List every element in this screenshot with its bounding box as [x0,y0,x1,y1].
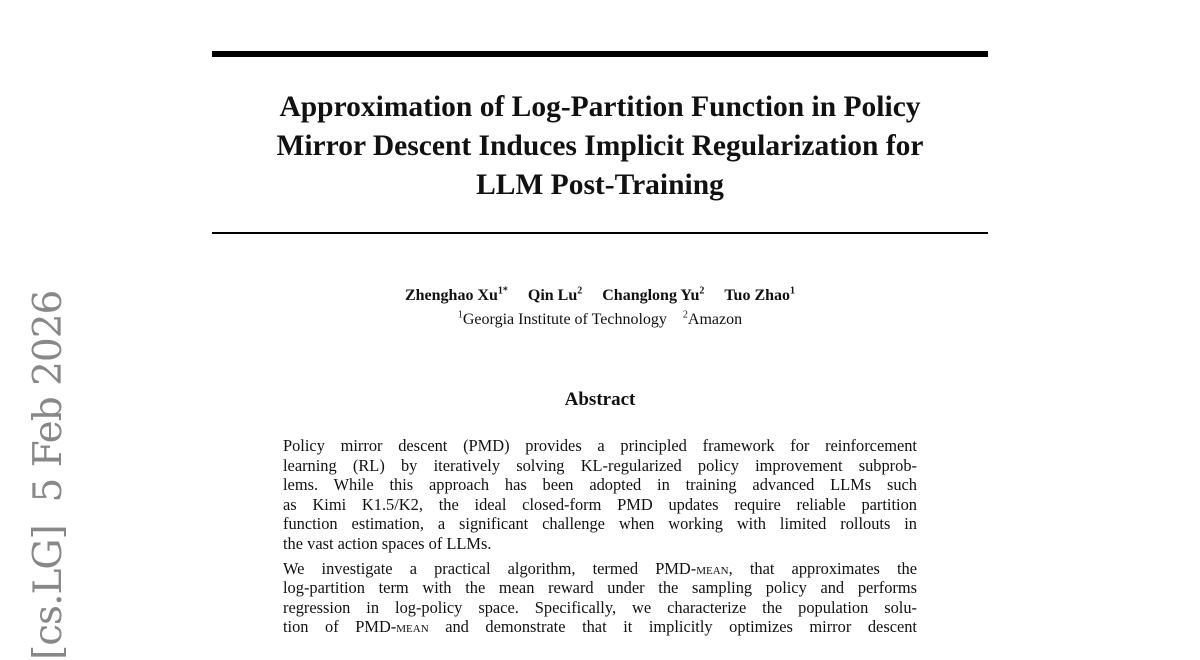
algorithm-name: mean [696,558,729,578]
text-span: tion of PMD- [283,617,397,637]
affil-name: Amazon [687,311,743,328]
author-name: Zhenghao Xu [404,287,498,304]
top-rule [212,51,988,57]
abstract-paragraph: We investigate a practical algorithm, te… [283,559,917,637]
text-line: log-partition term with the mean reward … [283,578,917,598]
text-span: and demonstrate that it implicitly optim… [428,617,917,637]
abstract-body: Policy mirror descent (PMD) provides a p… [283,436,917,642]
title-line: LLM Post-Training [476,169,724,201]
author-sup: 1* [497,285,508,297]
abstract-heading: Abstract [564,389,636,410]
text-line: tion of PMD-mean and demonstrate that it… [283,617,917,637]
affiliation: 2Amazon [682,309,743,328]
author-sup: 2 [577,285,583,297]
algorithm-name: mean [396,617,429,637]
affil-sup: 1 [457,309,463,321]
affil-sup: 2 [682,309,688,321]
author-name: Qin Lu [527,287,578,304]
author-name: Changlong Yu [602,287,700,304]
arxiv-stamp: [cs.LG] 5 Feb 2026 [26,290,71,660]
title-line: Approximation of Log-Partition Function … [279,91,921,123]
text-line: learning (RL) by iteratively solving KL-… [283,455,917,475]
author: Tuo Zhao1 [724,285,796,304]
author: Zhenghao Xu1* [404,285,508,304]
text-line: lems. While this approach has been adopt… [283,475,917,495]
affiliations: 1Georgia Institute of Technology 2Amazon [212,309,988,329]
text-line: We investigate a practical algorithm, te… [283,559,917,579]
paper-title: Approximation of Log-Partition Function … [212,88,988,205]
text-span: , that approximates the [728,558,917,578]
author-list: Zhenghao Xu1* Qin Lu2 Changlong Yu2 Tuo … [212,285,988,305]
affiliation: 1Georgia Institute of Technology [457,309,667,328]
title-bottom-rule [212,232,988,234]
author-name: Tuo Zhao [724,287,791,304]
text-line: function estimation, a significant chall… [283,514,917,534]
author-sup: 1 [790,285,796,297]
text-line: the vast action spaces of LLMs. [283,533,492,553]
abstract-paragraph: Policy mirror descent (PMD) provides a p… [283,436,917,554]
title-line: Mirror Descent Induces Implicit Regulari… [276,130,924,162]
author-sup: 2 [699,285,705,297]
author: Changlong Yu2 [602,285,705,304]
author: Qin Lu2 [527,285,583,304]
text-line: regression in log-policy space. Specific… [283,597,917,617]
text-line: Policy mirror descent (PMD) provides a p… [283,436,917,455]
affil-name: Georgia Institute of Technology [462,311,667,328]
text-span: We investigate a practical algorithm, te… [283,558,697,578]
text-line: as Kimi K1.5/K2, the ideal closed-form P… [283,494,917,514]
